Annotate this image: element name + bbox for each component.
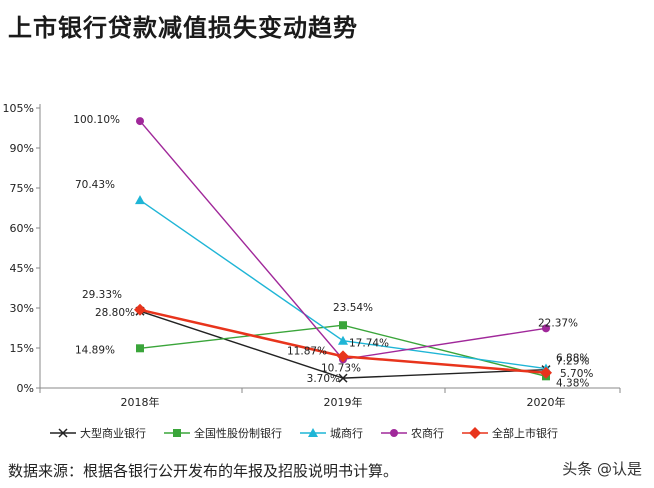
data-label: 4.38% <box>556 377 589 389</box>
data-label: 100.10% <box>73 114 120 126</box>
data-label: 10.73% <box>321 362 361 374</box>
data-label: 28.80% <box>95 307 135 319</box>
legend-symbol <box>50 428 76 438</box>
data-labels: 28.80% 3.70% 6.88% 14.89% 23.54% 4.38% 70.43% 1… <box>73 114 593 389</box>
data-label: 11.87% <box>287 345 327 357</box>
y-tick-label: 90% <box>10 142 34 155</box>
source-note: 数据来源：根据各银行公开发布的年报及招股说明书计算。 <box>8 462 399 480</box>
legend-item: 全部上市银行 <box>462 425 558 441</box>
legend-label: 城商行 <box>330 427 363 440</box>
data-point <box>308 428 318 437</box>
data-point <box>58 428 68 438</box>
axes: 0% 15% 30% 45% 60% 75% 90% 105% 2018年 2019年 2020年 <box>3 102 621 409</box>
y-tick-label: 105% <box>3 102 34 115</box>
y-tick-label: 0% <box>17 382 34 395</box>
legend-label: 全部上市银行 <box>492 427 558 440</box>
data-label: 70.43% <box>75 179 115 191</box>
data-label: 22.37% <box>538 317 578 329</box>
data-point <box>390 429 398 437</box>
data-point <box>136 344 144 353</box>
data-label: 29.33% <box>82 289 122 301</box>
data-label: 17.74% <box>349 338 389 350</box>
x-tick-label: 2018年 <box>121 395 160 409</box>
legend-symbol <box>300 428 326 437</box>
data-point <box>542 324 550 333</box>
data-label: 23.54% <box>333 302 373 314</box>
data-label: 6.88% <box>556 353 589 365</box>
data-point <box>338 335 348 345</box>
y-tick-label: 15% <box>10 342 34 355</box>
data-point <box>540 366 552 379</box>
legend-label: 大型商业银行 <box>80 427 146 440</box>
x-tick-label: 2019年 <box>324 395 363 409</box>
y-tick-label: 45% <box>10 262 34 275</box>
legend-label: 农商行 <box>411 427 444 440</box>
legend-symbol <box>164 429 190 437</box>
data-label: 3.70% <box>307 373 340 385</box>
x-tick-label: 2020年 <box>527 395 566 409</box>
watermark: 头条 @认是 <box>562 460 642 478</box>
data-label: 5.70% <box>560 368 593 380</box>
data-label: 7.29% <box>556 356 589 368</box>
y-tick-label: 60% <box>10 222 34 235</box>
data-point <box>134 303 146 316</box>
legend-symbol <box>381 429 407 437</box>
data-point <box>135 195 145 205</box>
legend-item: 城商行 <box>300 425 363 441</box>
data-point <box>173 429 181 437</box>
y-tick-label: 75% <box>10 182 34 195</box>
legend-label: 全国性股份制银行 <box>194 427 282 440</box>
data-point <box>337 350 349 363</box>
data-point <box>469 427 481 439</box>
legend-symbol <box>462 427 488 439</box>
data-point <box>338 373 348 383</box>
data-label: 14.89% <box>75 344 115 356</box>
data-point <box>339 321 347 330</box>
chart-title: 上市银行贷款减值损失变动趋势 <box>8 14 358 42</box>
y-tick-label: 30% <box>10 302 34 315</box>
legend: 大型商业银行 全国性股份制银行 城商行 农商行 全部上市银行 <box>50 423 610 443</box>
legend-item: 大型商业银行 <box>50 425 146 441</box>
data-point <box>136 117 144 126</box>
legend-item: 全国性股份制银行 <box>164 425 282 441</box>
line-chart: 0%15%30%45%60%75%90%105%2018年 2019年 2020年 … <box>3 102 621 409</box>
series-markers <box>134 117 552 383</box>
legend-item: 农商行 <box>381 425 444 441</box>
